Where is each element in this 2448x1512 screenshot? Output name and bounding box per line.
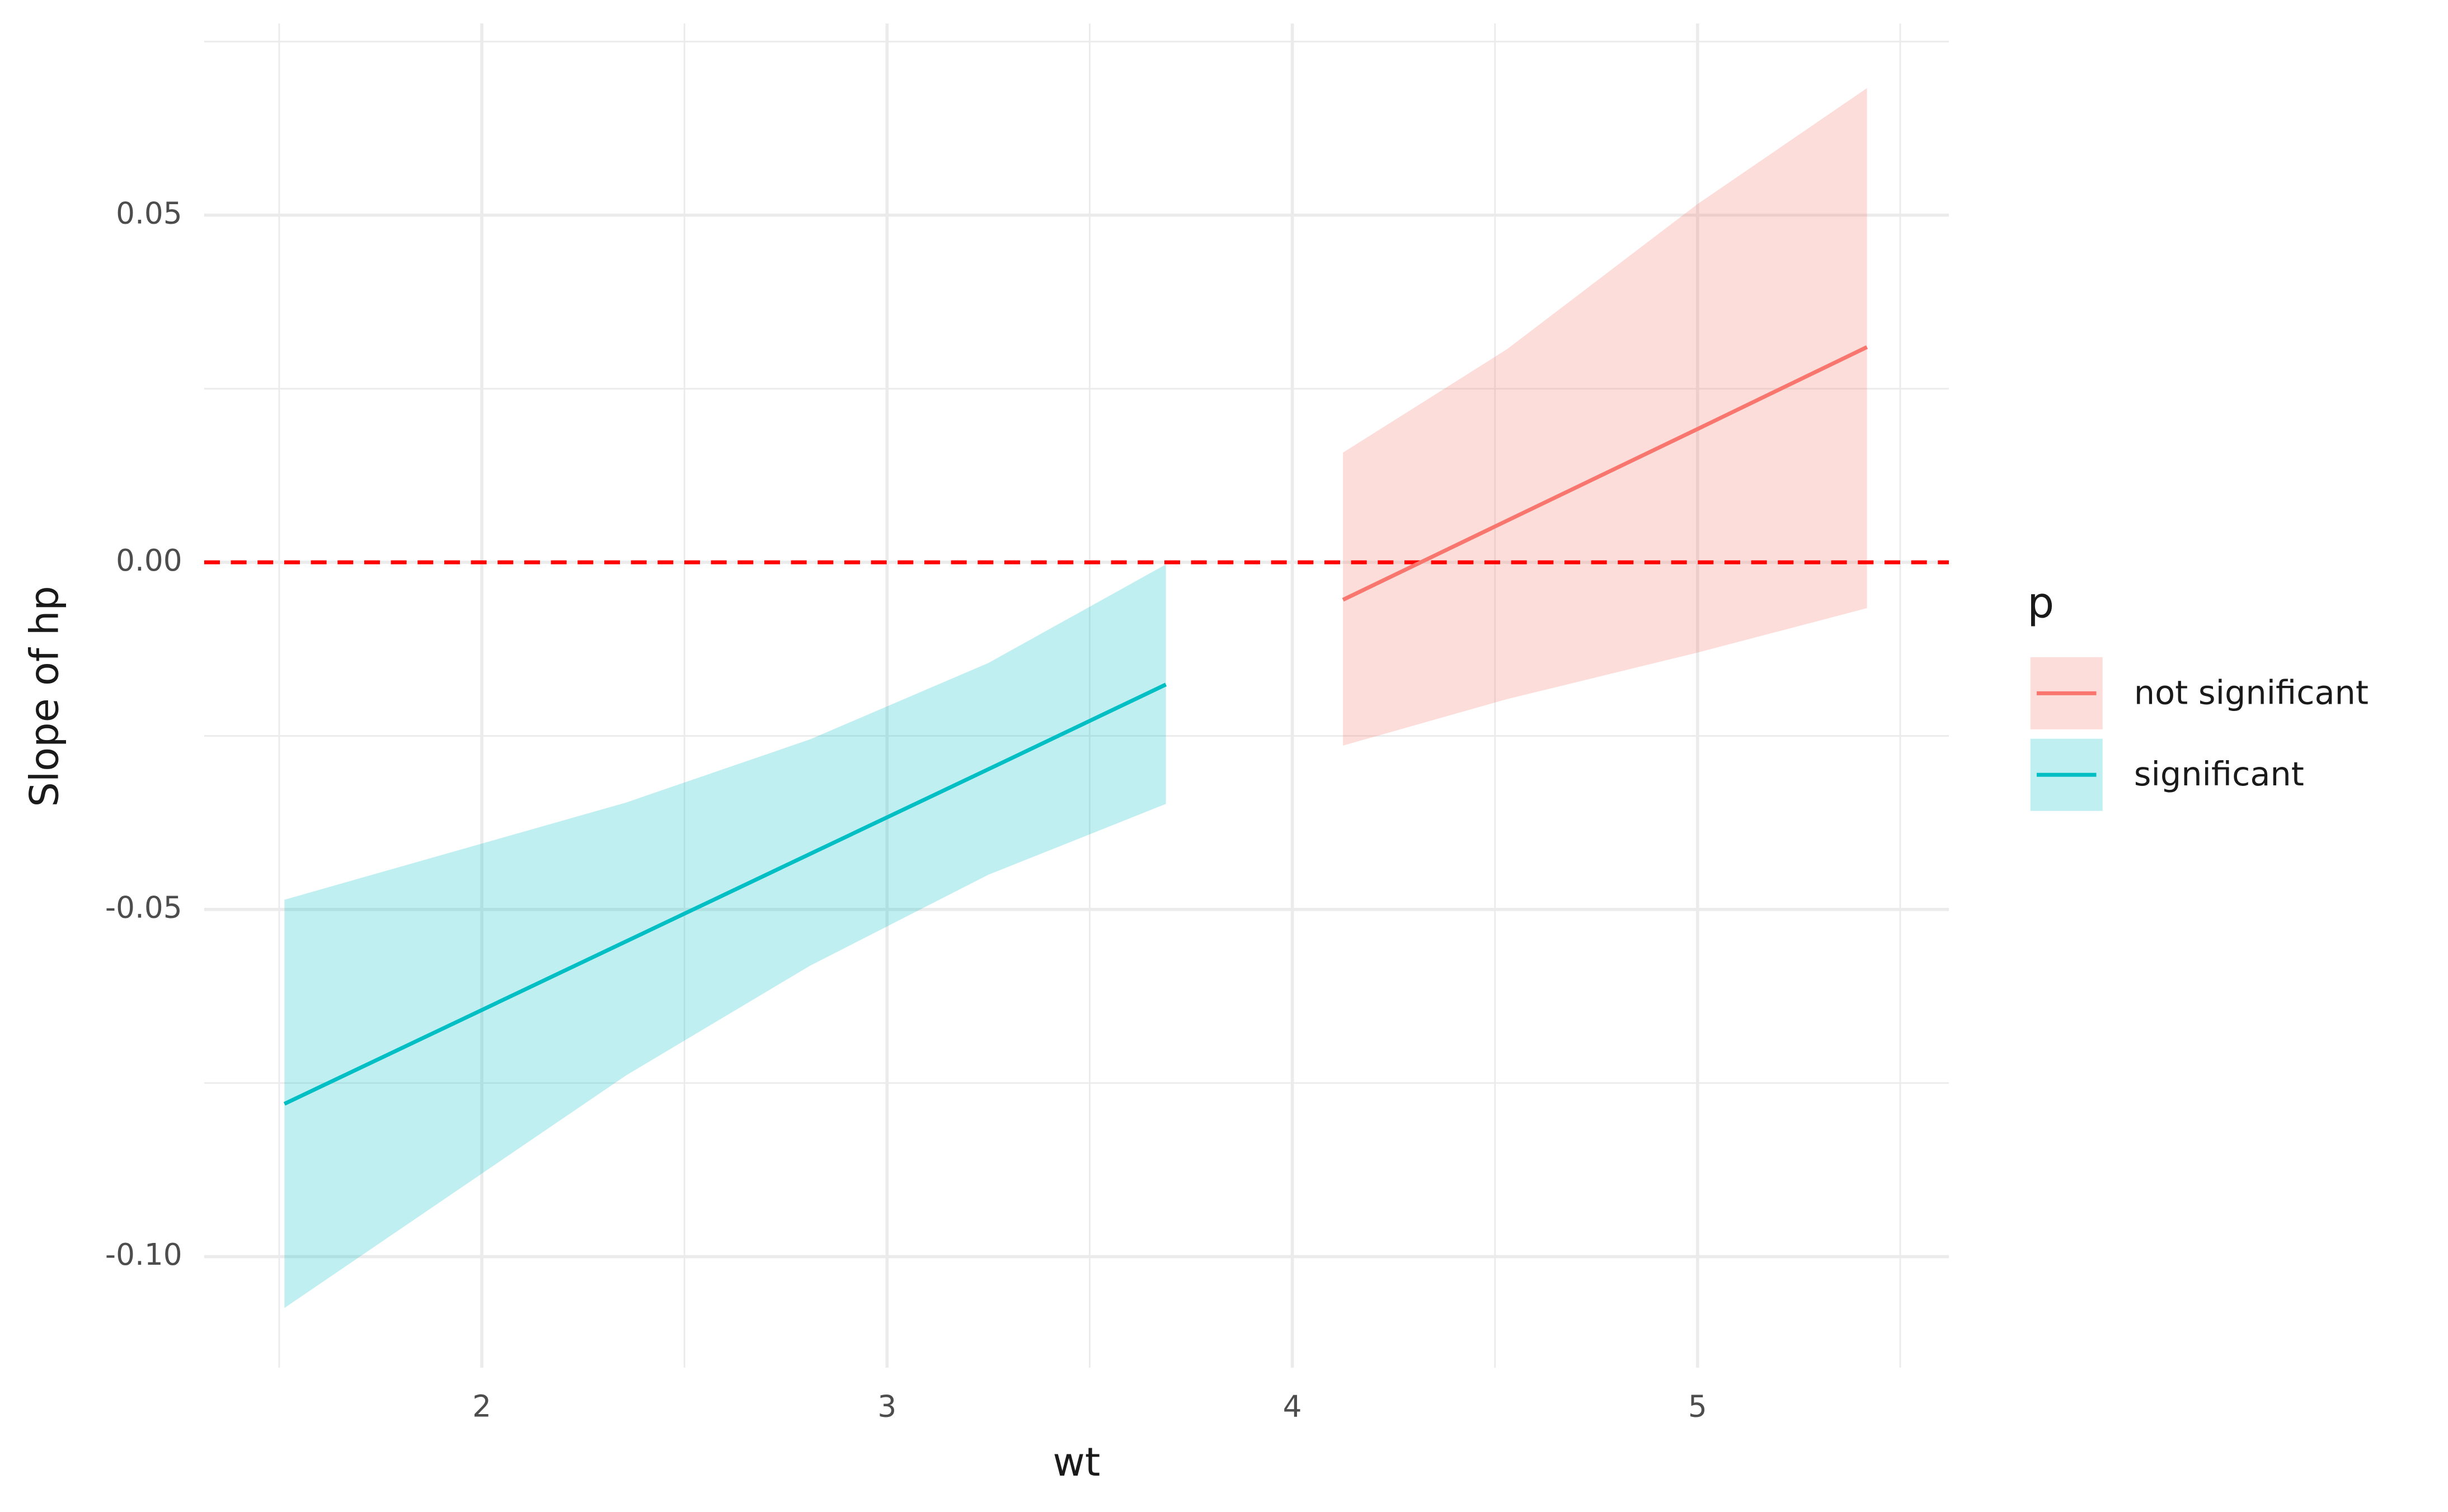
y-tick-label: 0.00 [116,543,182,578]
x-tick-label: 5 [1688,1389,1707,1424]
y-axis-title: Slope of hp [22,586,68,807]
confidence-ribbon [1343,88,1867,746]
legend-label: not significant [2134,673,2369,712]
series-line [1342,345,1868,602]
confidence-ribbon [284,564,1166,1308]
y-tick-label: 0.05 [116,196,182,230]
series-line [283,682,1167,1106]
y-tick-label: -0.05 [105,890,182,925]
x-tick-label: 2 [472,1389,491,1424]
plot-area: 2 3 4 5 -0.10 -0.05 0.00 0.05 not significant sig… [105,23,2369,1424]
x-tick-label: 4 [1283,1389,1302,1424]
x-axis-title: wt [1053,1439,1101,1485]
x-tick-label: 3 [877,1389,896,1424]
y-tick-label: -0.10 [105,1237,182,1272]
legend-title: p [2027,578,2054,627]
legend-label: significant [2134,755,2304,793]
